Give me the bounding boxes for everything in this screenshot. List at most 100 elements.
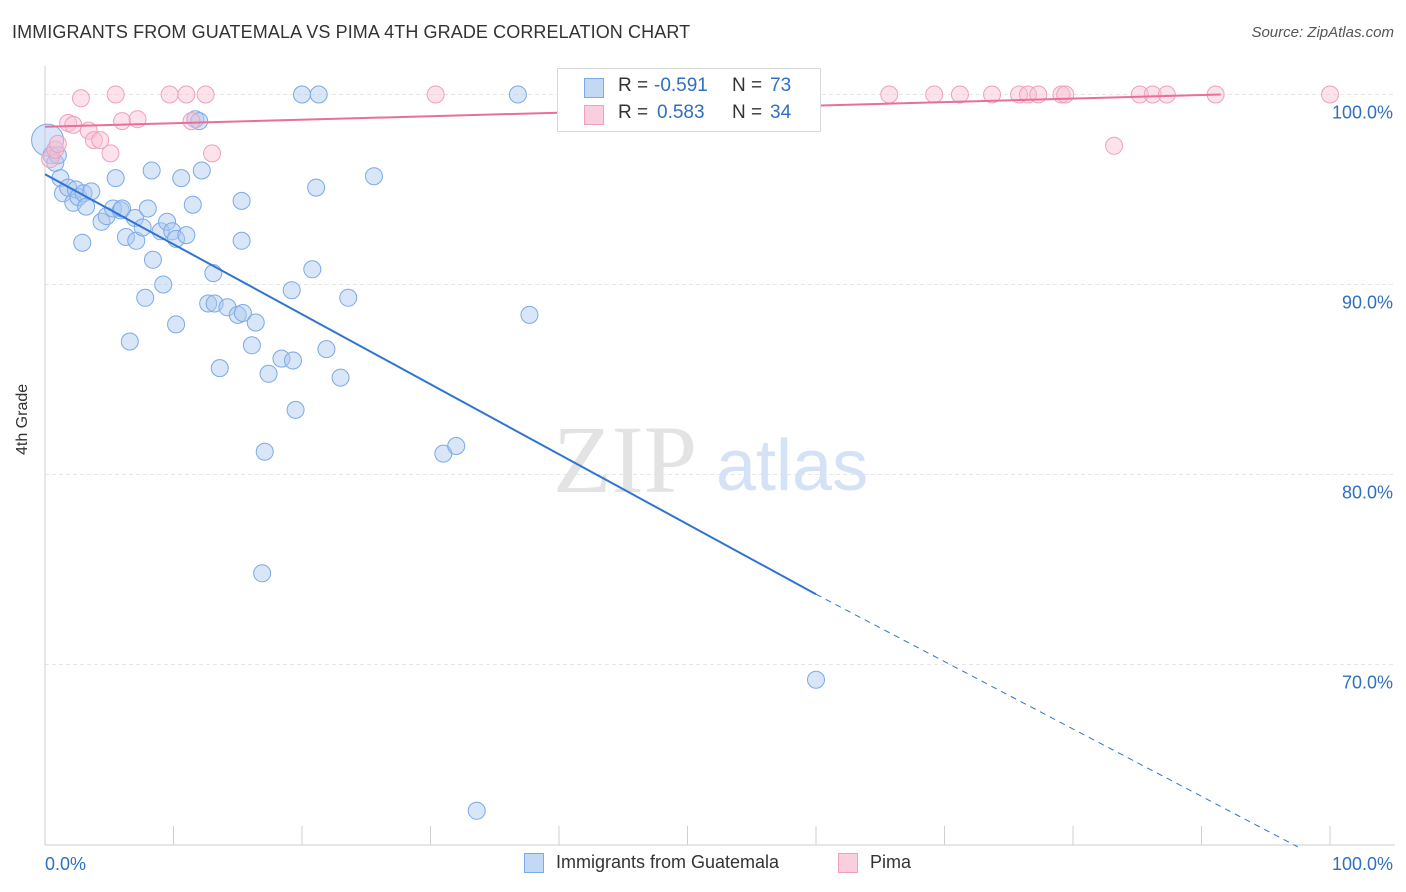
legend-swatch-pima: [584, 105, 604, 125]
pima-point: [1321, 85, 1339, 104]
pima-point: [71, 89, 90, 108]
pima-point: [1143, 85, 1162, 104]
guatemala-trend-line: [44, 173, 817, 596]
pima-point: [177, 85, 196, 104]
guatemala-point: [286, 400, 305, 419]
guatemala-point: [272, 349, 291, 368]
series-guatemala-points: [31, 85, 825, 820]
pima-point: [950, 85, 969, 104]
pima-point: [983, 85, 1002, 104]
guatemala-point: [309, 85, 328, 104]
pima-point: [113, 112, 132, 131]
guatemala-point: [192, 161, 211, 180]
guatemala-point: [177, 226, 196, 245]
chart-title: IMMIGRANTS FROM GUATEMALA VS PIMA 4TH GR…: [12, 22, 691, 42]
guatemala-point: [106, 169, 125, 188]
pima-point: [106, 85, 125, 104]
guatemala-point: [172, 169, 191, 188]
legend-n-value-pima: 34: [770, 102, 792, 123]
pima-point: [1157, 85, 1176, 104]
guatemala-point: [467, 801, 486, 820]
guatemala-point: [339, 288, 358, 307]
source-label: Source: ZipAtlas.com: [1251, 24, 1394, 41]
tick-labels: 70.0% 80.0% 90.0% 100.0% 0.0% 100.0%: [45, 103, 1393, 875]
guatemala-point: [447, 437, 466, 455]
guatemala-point: [167, 315, 186, 334]
legend-n-label: N =: [732, 102, 763, 123]
guatemala-point: [73, 233, 92, 252]
guatemala-point: [246, 313, 265, 332]
guatemala-point: [520, 305, 539, 324]
axes: [44, 66, 1395, 846]
bottom-legend-swatch-pima: [838, 853, 858, 873]
guatemala-point: [204, 264, 223, 283]
guatemala-point: [364, 167, 383, 186]
legend-n-label: N =: [732, 75, 763, 96]
guatemala-trend-extension: [815, 593, 1299, 848]
guatemala-point: [199, 294, 218, 313]
x-tick-label-max: 100.0%: [1332, 854, 1393, 874]
y-tick-label: 90.0%: [1342, 293, 1393, 313]
pima-point: [1105, 136, 1124, 155]
pima-point: [1056, 85, 1075, 104]
stats-legend: R = -0.591 N = 73 R = 0.583 N = 34: [557, 68, 821, 132]
guatemala-point: [807, 670, 825, 689]
gridlines: [45, 94, 1395, 665]
pima-point: [91, 131, 110, 150]
pima-point: [101, 144, 120, 163]
pima-point: [196, 85, 215, 104]
guatemala-point: [136, 288, 155, 307]
guatemala-point: [143, 250, 162, 269]
legend-r-value-pima: 0.583: [657, 102, 705, 123]
guatemala-point: [253, 564, 272, 583]
guatemala-point: [232, 231, 251, 250]
watermark-zip: ZIP: [553, 406, 697, 513]
guatemala-point: [282, 281, 301, 300]
guatemala-point: [232, 191, 251, 210]
guatemala-point: [210, 359, 229, 378]
guatemala-point: [138, 199, 157, 218]
guatemala-point: [317, 340, 336, 359]
pima-point: [203, 144, 222, 163]
pima-point: [84, 131, 103, 150]
guatemala-point: [284, 351, 303, 370]
guatemala-point: [331, 368, 350, 387]
legend-r-label: R =: [618, 102, 649, 123]
guatemala-point: [307, 178, 326, 197]
guatemala-point: [190, 112, 209, 131]
legend-r-label: R =: [618, 75, 649, 96]
pima-point: [426, 85, 445, 104]
pima-point: [182, 112, 201, 131]
legend-swatch-guatemala: [584, 78, 604, 98]
guatemala-point: [116, 228, 135, 246]
watermark-atlas: atlas: [716, 426, 868, 506]
guatemala-point: [293, 85, 311, 104]
pima-point: [925, 85, 944, 104]
legend-n-value-guatemala: 73: [770, 75, 792, 96]
guatemala-point: [92, 212, 111, 231]
x-tick-label-min: 0.0%: [45, 854, 86, 874]
guatemala-point: [142, 161, 161, 180]
pima-point: [1130, 85, 1149, 104]
guatemala-point: [255, 442, 274, 461]
pima-point: [880, 85, 899, 104]
guatemala-point: [242, 336, 261, 355]
pima-point: [48, 134, 67, 153]
guatemala-point: [120, 332, 139, 351]
guatemala-point: [183, 195, 202, 214]
bottom-legend-label-pima: Pima: [870, 852, 912, 872]
pima-point: [160, 85, 179, 104]
bottom-legend-swatch-guatemala: [524, 853, 544, 873]
guatemala-point: [158, 212, 177, 231]
y-tick-label: 70.0%: [1342, 673, 1393, 693]
bottom-legend-label-guatemala: Immigrants from Guatemala: [556, 852, 780, 872]
pima-point: [41, 150, 60, 169]
guatemala-point: [303, 260, 322, 279]
zipatlas-watermark: ZIP atlas: [553, 406, 868, 513]
legend-r-value-guatemala: -0.591: [654, 75, 708, 96]
guatemala-point: [233, 304, 252, 322]
guatemala-point: [259, 364, 278, 383]
y-tick-label: 100.0%: [1332, 103, 1393, 123]
guatemala-point: [154, 275, 173, 294]
